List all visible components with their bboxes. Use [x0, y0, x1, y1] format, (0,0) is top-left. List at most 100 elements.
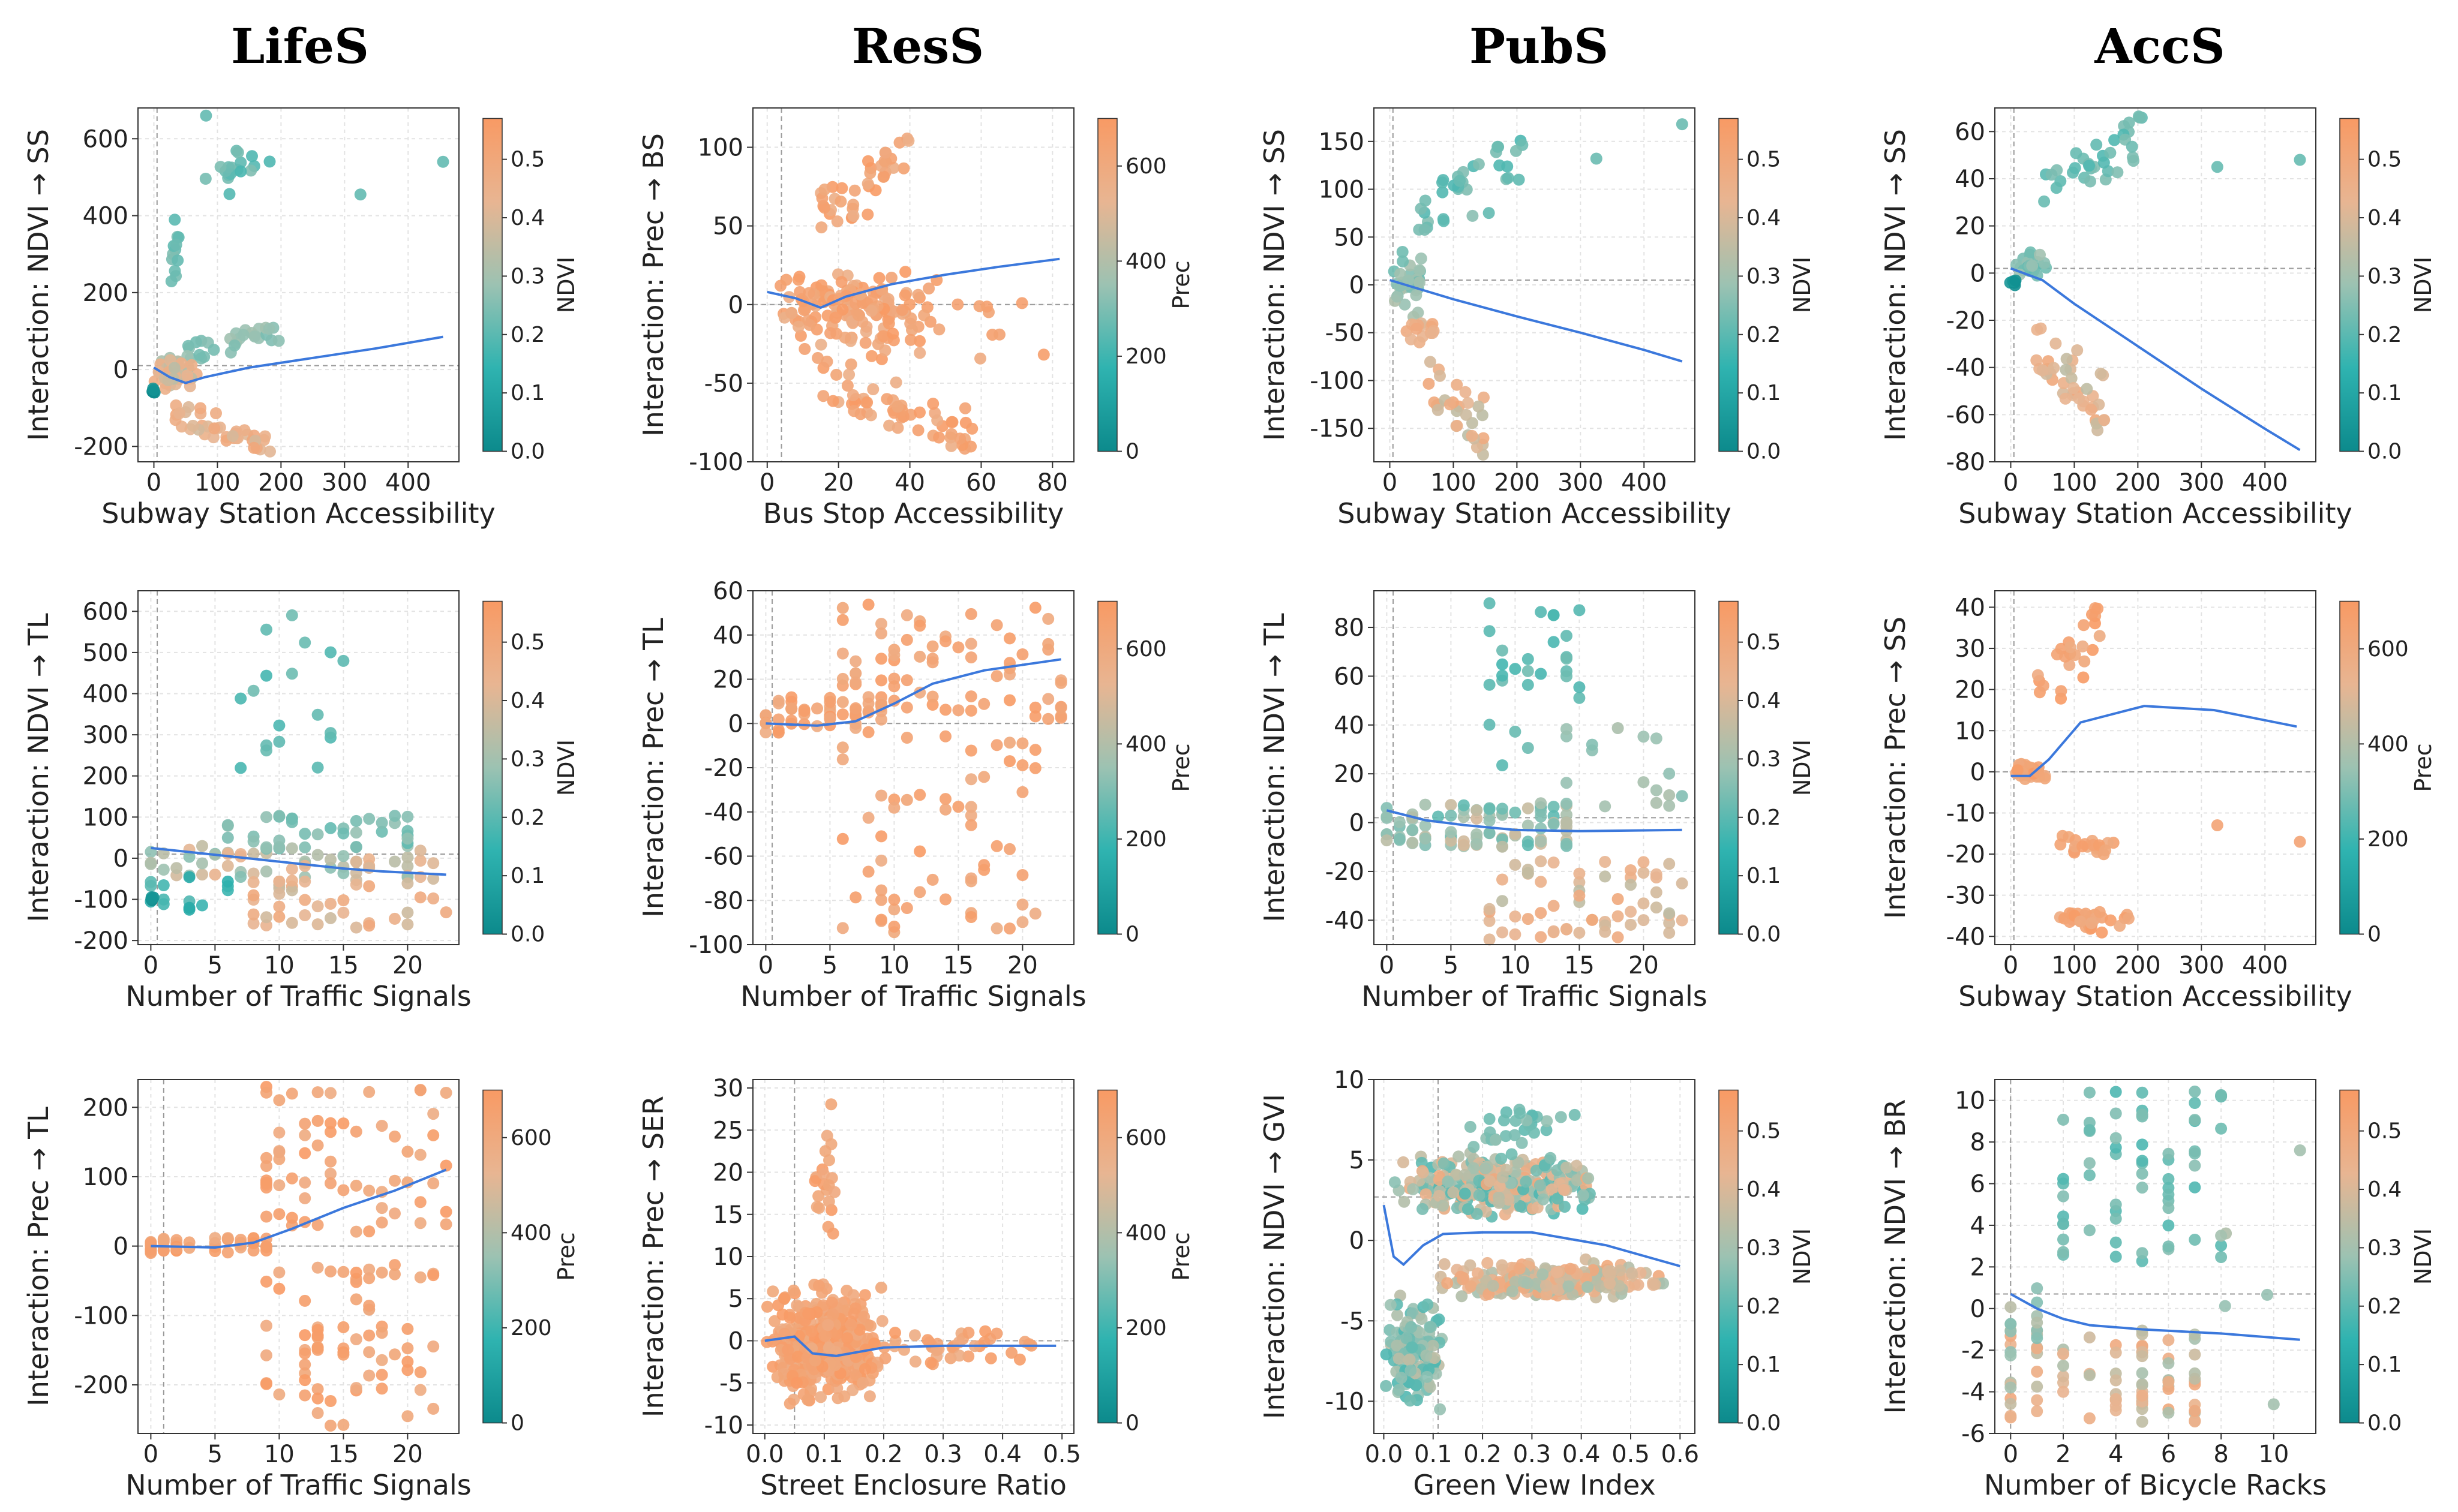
scatter-point: [2009, 274, 2022, 287]
y-axis-label: Interaction: NDVI → TL: [22, 613, 55, 922]
scatter-point: [273, 875, 286, 888]
scatter-point: [2067, 382, 2080, 394]
scatter-point: [845, 1318, 857, 1331]
scatter-point: [273, 1266, 286, 1279]
x-tick-label: 8: [2213, 1441, 2228, 1468]
panel-p11: 0 5 10 15 20 -100 -80 -60 -40 -20 0 20 40 60 Number of…: [637, 578, 1195, 1012]
scatter-point: [899, 289, 911, 302]
scatter-point: [1564, 1262, 1577, 1275]
scatter-point: [1650, 886, 1662, 898]
colorbar-gradient: [2339, 600, 2360, 935]
scatter-point: [325, 1168, 337, 1180]
y-tick-label: 20: [1955, 677, 1985, 704]
scatter-point: [926, 640, 939, 653]
scatter-points: [145, 1081, 452, 1432]
scatter-point: [1042, 693, 1055, 705]
y-tick-label: 0: [113, 356, 128, 384]
scatter-point: [1554, 1111, 1567, 1123]
scatter-point: [221, 875, 234, 888]
scatter-point: [1421, 1298, 1434, 1310]
scatter-point: [836, 672, 849, 685]
scatter-point: [965, 801, 977, 813]
scatter-point: [829, 1186, 841, 1198]
scatter-point: [2031, 669, 2044, 681]
axes-frame: [137, 590, 460, 945]
scatter-point: [2004, 1409, 2017, 1422]
x-tick-label: 40: [895, 469, 925, 497]
scatter-point: [169, 264, 181, 277]
scatter-point: [1055, 710, 1067, 722]
colorbar-tick-label: 600: [511, 1126, 552, 1150]
scatter-point: [2083, 1086, 2096, 1099]
scatter-point: [906, 324, 918, 336]
scatter-point: [914, 886, 926, 898]
scatter-point: [2136, 1350, 2148, 1363]
y-tick-label: -20: [1946, 841, 1985, 868]
scatter-point: [1496, 658, 1508, 671]
scatter-point: [836, 602, 849, 614]
scatter-point: [376, 1354, 388, 1366]
scatter-point: [914, 406, 926, 419]
scatter-point: [2060, 353, 2073, 365]
scatter-point: [794, 329, 807, 342]
scatter-point: [865, 409, 877, 422]
scatter-point: [185, 359, 198, 371]
scatter-point: [962, 1350, 975, 1363]
scatter-point: [363, 1300, 376, 1312]
scatter-point: [1528, 1126, 1540, 1139]
y-tick-label: 600: [83, 125, 128, 153]
scatter-point: [389, 1174, 401, 1187]
scatter-point: [183, 901, 196, 914]
scatter-point: [232, 146, 244, 159]
scatter-point: [1497, 1114, 1510, 1127]
x-tick-label: 10: [2258, 1441, 2289, 1468]
scatter-point: [2078, 619, 2090, 632]
scatter-point: [1521, 665, 1534, 677]
scatter-point: [363, 1185, 376, 1197]
scatter-point: [260, 1241, 272, 1254]
scatter-point: [2083, 1169, 2096, 1182]
scatter-point: [815, 338, 827, 351]
scatter-point: [389, 810, 401, 822]
colorbar-tick-label: 0.1: [2367, 1352, 2402, 1377]
scatter-point: [1406, 1341, 1418, 1354]
scatter-point: [940, 704, 952, 716]
scatter-point: [1419, 1188, 1432, 1201]
scatter-point: [1496, 669, 1508, 682]
scatter-point: [2111, 166, 2124, 179]
scatter-point: [363, 1329, 376, 1342]
scatter-point: [847, 1384, 859, 1396]
scatter-point: [1521, 819, 1534, 832]
scatter-point: [836, 832, 849, 845]
scatter-point: [1477, 432, 1490, 444]
scatter-point: [2034, 322, 2047, 335]
scatter-point: [263, 155, 276, 168]
scatter-point: [905, 333, 917, 346]
plot-area: [1995, 1080, 2316, 1433]
scatter-point: [376, 816, 388, 829]
scatter-point: [350, 921, 362, 934]
scatter-point: [952, 801, 965, 813]
scatter-point: [311, 849, 324, 861]
scatter-point: [414, 1366, 427, 1378]
y-tick-label: 2: [1970, 1254, 1985, 1281]
scatter-point: [260, 1086, 272, 1099]
scatter-point: [1535, 810, 1547, 823]
scatter-point: [1586, 913, 1598, 926]
scatter-point: [1443, 398, 1456, 411]
scatter-point: [299, 909, 311, 921]
scatter-point: [286, 1087, 298, 1100]
scatter-point: [2083, 1124, 2096, 1137]
scatter-point: [1432, 810, 1444, 823]
colorbar-tick-label: 0.2: [1746, 323, 1781, 347]
scatter-point: [812, 351, 824, 364]
colorbar-label: NDVI: [1789, 257, 1815, 313]
scatter-point: [1496, 926, 1508, 939]
scatter-point: [208, 344, 220, 356]
scatter-point: [2004, 1349, 2017, 1361]
trend-line: [153, 335, 443, 384]
colorbar: 0 200 400 600 Prec: [1097, 118, 1195, 464]
scatter-point: [901, 793, 913, 806]
scatter-point: [401, 1322, 414, 1335]
scatter-point: [1055, 702, 1067, 714]
